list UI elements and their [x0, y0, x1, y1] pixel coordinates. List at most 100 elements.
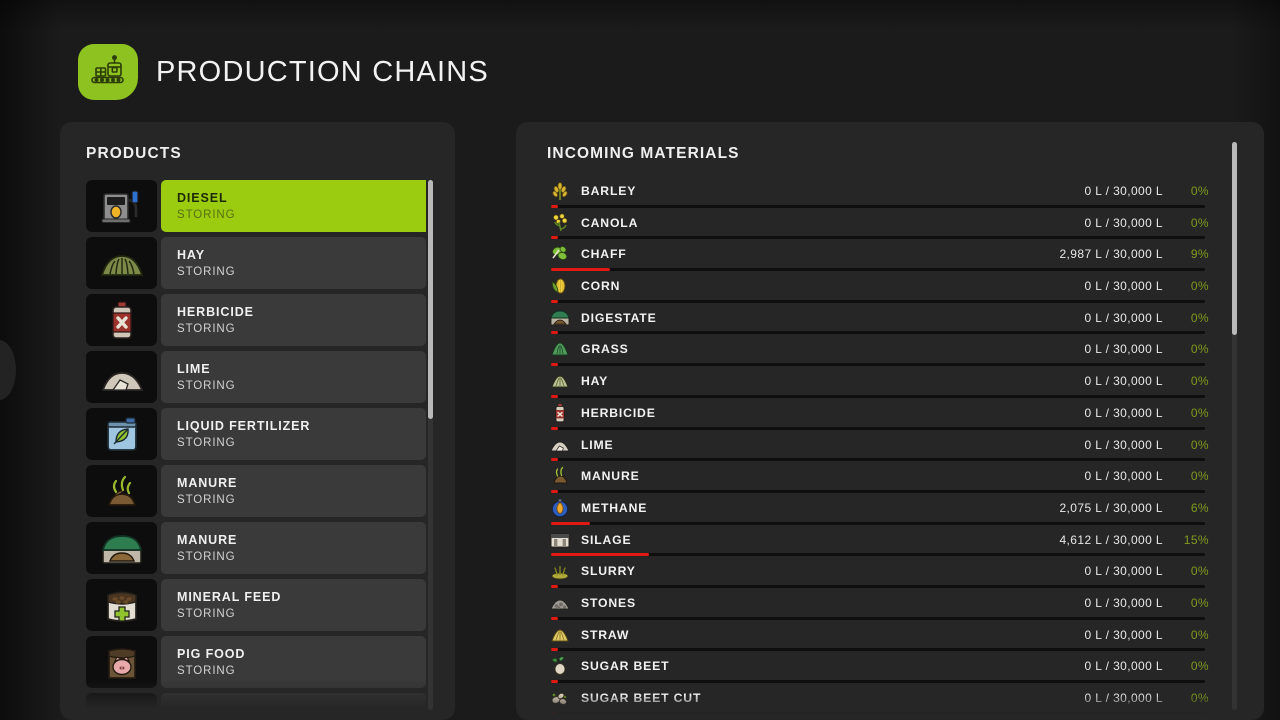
material-line: GRASS 0 L / 30,000 L 0% — [547, 336, 1209, 362]
material-row[interactable]: CANOLA 0 L / 30,000 L 0% — [547, 210, 1209, 242]
product-item-body[interactable]: HAY STORING — [161, 237, 426, 289]
material-fill-bar — [551, 616, 1205, 620]
material-percent: 0% — [1190, 437, 1209, 452]
material-fill-bar-value — [551, 363, 558, 367]
material-row[interactable]: DIGESTATE 0 L / 30,000 L 0% — [547, 305, 1209, 337]
material-fill-bar-value — [551, 711, 558, 714]
product-list-item[interactable]: MINERAL FEED STORING — [86, 579, 426, 631]
product-item-body[interactable]: LIQUID FERTILIZER STORING — [161, 408, 426, 460]
products-scrollbar-thumb[interactable] — [428, 180, 433, 419]
product-list-item[interactable]: LIQUID FERTILIZER STORING — [86, 408, 426, 460]
product-list-item[interactable]: HERBICIDE STORING — [86, 294, 426, 346]
material-name: MANURE — [581, 469, 640, 484]
product-list-item[interactable]: HAY STORING — [86, 237, 426, 289]
material-line: STONES 0 L / 30,000 L 0% — [547, 590, 1209, 616]
product-status: STORING — [177, 665, 236, 677]
product-item-body[interactable]: MANURE STORING — [161, 522, 426, 574]
material-line: SLURRY 0 L / 30,000 L 0% — [547, 558, 1209, 584]
product-item-body[interactable]: LIME STORING — [161, 351, 426, 403]
material-line: BARLEY 0 L / 30,000 L 0% — [547, 178, 1209, 204]
material-row[interactable]: METHANE 2,075 L / 30,000 L 6% — [547, 495, 1209, 527]
material-name: CHAFF — [581, 247, 627, 262]
material-amount: 0 L / 30,000 L — [1084, 405, 1163, 420]
products-scrollbar[interactable] — [428, 180, 433, 710]
incoming-materials-list[interactable]: BARLEY 0 L / 30,000 L 0% CANOLA 0 L / 30,000… — [547, 178, 1209, 714]
product-list-item[interactable] — [86, 693, 426, 708]
material-amount: 0 L / 30,000 L — [1084, 627, 1163, 642]
material-amount: 0 L / 30,000 L — [1084, 310, 1163, 325]
material-row[interactable]: SILAGE 4,612 L / 30,000 L 15% — [547, 527, 1209, 559]
pig-food-bag-icon — [86, 636, 157, 688]
lime-pile-icon — [86, 351, 157, 403]
product-list-item[interactable]: MANURE STORING — [86, 522, 426, 574]
product-name: DIESEL — [177, 191, 228, 205]
product-item-body[interactable]: MANURE STORING — [161, 465, 426, 517]
material-fill-bar — [551, 268, 1205, 272]
material-row[interactable]: HAY 0 L / 30,000 L 0% — [547, 368, 1209, 400]
material-amount: 0 L / 30,000 L — [1084, 279, 1163, 294]
material-fill-bar — [551, 331, 1205, 335]
product-item-body[interactable]: PIG FOOD STORING — [161, 636, 426, 688]
material-row[interactable]: BARLEY 0 L / 30,000 L 0% — [547, 178, 1209, 210]
material-fill-bar-value — [551, 426, 558, 430]
material-row[interactable]: SLURRY 0 L / 30,000 L 0% — [547, 558, 1209, 590]
stones-icon — [547, 592, 573, 614]
material-percent: 0% — [1190, 310, 1209, 325]
material-row[interactable]: STONES 0 L / 30,000 L 0% — [547, 590, 1209, 622]
product-status: STORING — [177, 266, 236, 278]
product-list-item[interactable]: MANURE STORING — [86, 465, 426, 517]
methane-icon — [547, 497, 573, 519]
page-header: PRODUCTION CHAINS — [78, 44, 489, 100]
product-status: STORING — [177, 608, 236, 620]
material-percent: 0% — [1190, 564, 1209, 579]
product-list-item[interactable]: PIG FOOD STORING — [86, 636, 426, 688]
sugar-beet-icon — [547, 655, 573, 677]
mineral-feed-bag-icon — [86, 579, 157, 631]
product-list-item[interactable]: LIME STORING — [86, 351, 426, 403]
product-status: STORING — [177, 380, 236, 392]
product-list-item[interactable]: DIESEL STORING — [86, 180, 426, 232]
material-fill-bar-value — [551, 680, 558, 683]
material-row[interactable]: SUGAR BEET 0 L / 30,000 L 0% — [547, 653, 1209, 685]
material-line: SUGAR BEET CUT 0 L / 30,000 L 0% — [547, 685, 1209, 711]
material-row[interactable]: HERBICIDE 0 L / 30,000 L 0% — [547, 400, 1209, 432]
product-item-body[interactable]: DIESEL STORING — [161, 180, 426, 232]
materials-scrollbar[interactable] — [1232, 142, 1237, 710]
chaff-icon — [547, 243, 573, 265]
fuel-pump-icon — [86, 180, 157, 232]
material-name: LIME — [581, 437, 614, 452]
material-fill-bar-value — [551, 299, 558, 303]
product-item-body[interactable]: HERBICIDE STORING — [161, 294, 426, 346]
material-line: SUGAR BEET 0 L / 30,000 L 0% — [547, 653, 1209, 679]
products-list[interactable]: DIESEL STORING HAY STORING HERBICIDE STORING L… — [86, 180, 426, 708]
material-row[interactable]: MANURE 0 L / 30,000 L 0% — [547, 463, 1209, 495]
material-amount: 0 L / 30,000 L — [1084, 374, 1163, 389]
material-row[interactable]: CHAFF 2,987 L / 30,000 L 9% — [547, 241, 1209, 273]
product-item-body[interactable] — [161, 693, 426, 708]
material-name: SUGAR BEET CUT — [581, 691, 702, 705]
incoming-materials-title: INCOMING MATERIALS — [547, 145, 740, 162]
barley-icon — [547, 180, 573, 202]
materials-scrollbar-thumb[interactable] — [1232, 142, 1237, 336]
material-fill-bar-value — [551, 458, 558, 462]
material-row[interactable]: CORN 0 L / 30,000 L 0% — [547, 273, 1209, 305]
product-status: STORING — [177, 323, 236, 335]
product-status: STORING — [177, 551, 236, 563]
product-item-body[interactable]: MINERAL FEED STORING — [161, 579, 426, 631]
material-row[interactable]: SUGAR BEET CUT 0 L / 30,000 L 0% — [547, 685, 1209, 714]
products-panel: PRODUCTS DIESEL STORING HAY STORING HERBICID… — [60, 122, 455, 720]
material-name: SLURRY — [581, 564, 636, 579]
product-name: PIG FOOD — [177, 647, 246, 661]
material-fill-bar — [551, 711, 1205, 714]
material-percent: 0% — [1190, 215, 1209, 230]
material-line: CORN 0 L / 30,000 L 0% — [547, 273, 1209, 299]
manure-icon — [547, 465, 573, 487]
material-row[interactable]: STRAW 0 L / 30,000 L 0% — [547, 622, 1209, 654]
material-row[interactable]: LIME 0 L / 30,000 L 0% — [547, 432, 1209, 464]
material-fill-bar-value — [551, 521, 591, 525]
material-row[interactable]: GRASS 0 L / 30,000 L 0% — [547, 336, 1209, 368]
material-percent: 0% — [1190, 627, 1209, 642]
material-fill-bar — [551, 426, 1205, 430]
material-fill-bar-value — [551, 394, 558, 398]
